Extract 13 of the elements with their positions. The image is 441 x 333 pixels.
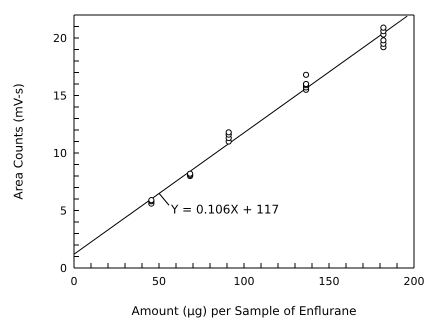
x-tick-label: 200: [404, 274, 424, 288]
y-axis-title: Area Counts (mV-s): [11, 83, 26, 200]
x-axis-title: Amount (µg) per Sample of Enflurane: [132, 304, 356, 318]
y-tick-label: 5: [60, 204, 67, 218]
x-tick-label: 0: [70, 274, 78, 288]
y-tick-label: 20: [53, 32, 67, 45]
y-tick-label: 0: [60, 262, 67, 275]
annotation: Y = 0.106X + 117: [170, 202, 280, 216]
x-tick-label: 100: [234, 274, 254, 288]
y-tick-label: 15: [53, 89, 67, 102]
x-tick-label: 150: [318, 274, 340, 288]
y-tick-label: 10: [53, 146, 67, 160]
x-tick-label: 50: [152, 274, 166, 288]
